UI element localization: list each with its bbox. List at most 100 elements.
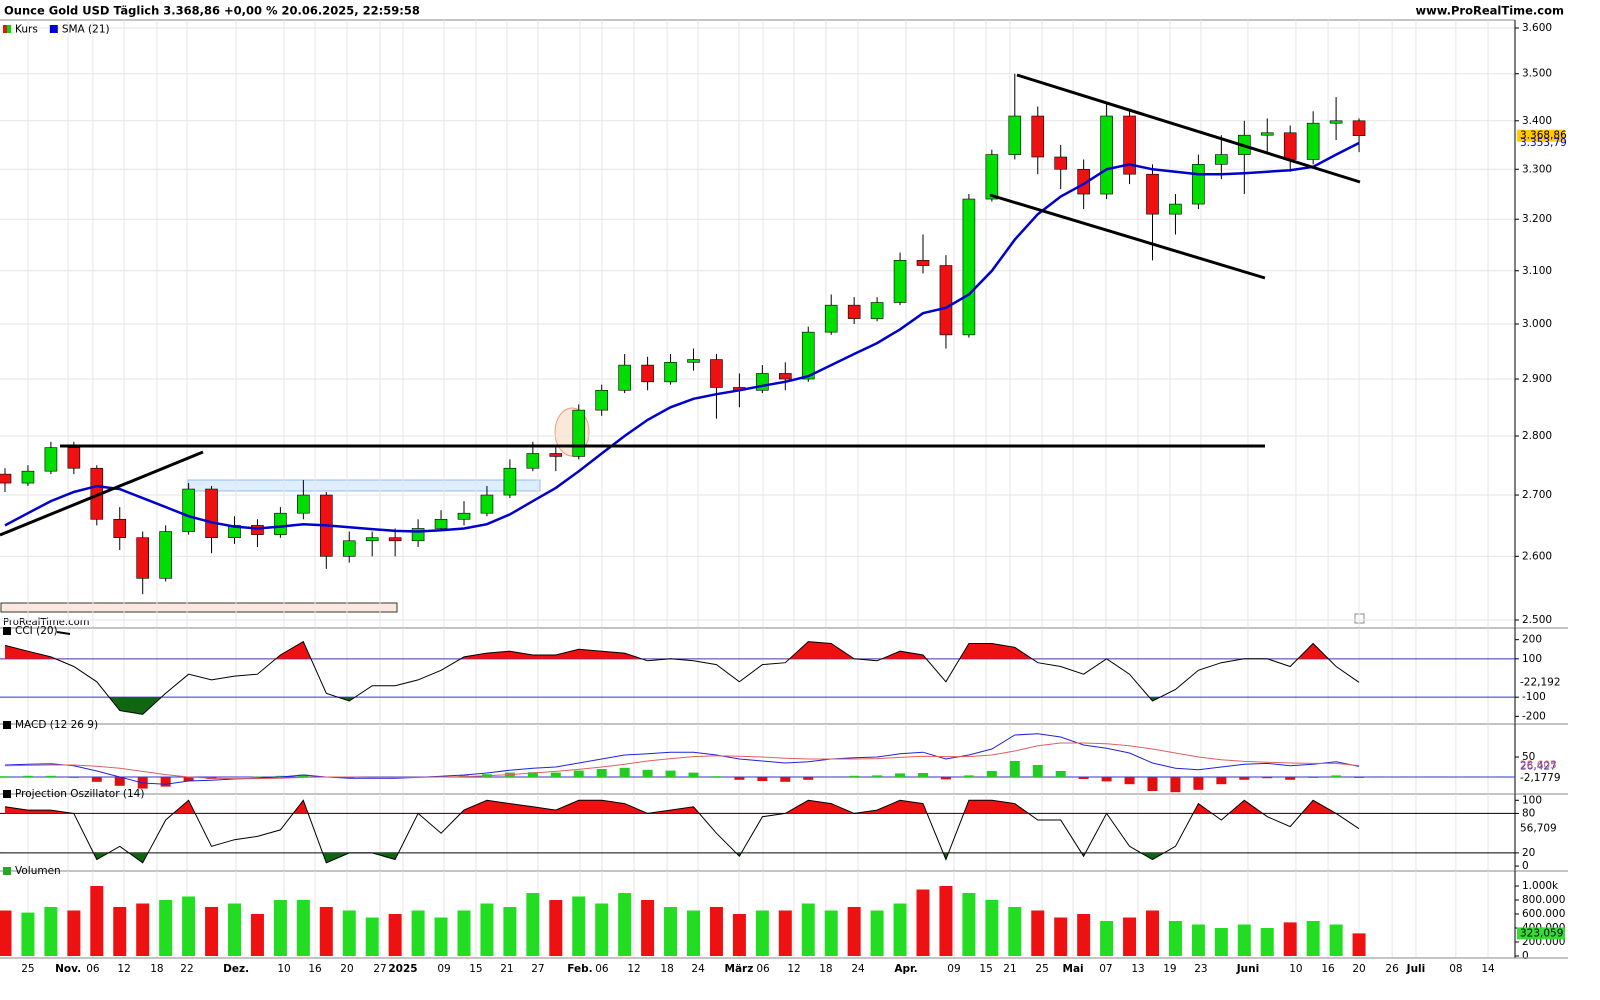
bar (457, 910, 471, 956)
x-tick-label: 20 (1352, 963, 1365, 975)
bar (687, 910, 700, 956)
panel-title: CCI (20) (15, 625, 58, 637)
bar (1285, 777, 1296, 780)
y-tick-label: 3.000 (1522, 318, 1552, 330)
candle-body (0, 473, 12, 484)
y-tick-label: 200 (1522, 634, 1542, 646)
bar (641, 900, 655, 956)
x-tick-label: 18 (150, 963, 163, 975)
candle-body (664, 362, 677, 383)
threshold-area (5, 697, 1360, 715)
x-tick-label: 24 (851, 963, 865, 975)
bar (296, 900, 310, 956)
bar (1168, 921, 1182, 956)
source: www.ProRealTime.com (1415, 4, 1564, 18)
value-label: 323,059 (1520, 927, 1563, 939)
chart-title: Ounce Gold USD Täglich 3.368,86 +0,00 % … (4, 4, 420, 18)
bar (1331, 775, 1342, 777)
bar (803, 777, 814, 780)
y-tick-label: 800.000 (1522, 894, 1565, 906)
bar (44, 907, 58, 956)
bar (732, 914, 746, 956)
bar (595, 903, 609, 956)
bar (572, 896, 586, 956)
x-tick-label: Feb. (567, 963, 592, 975)
y-tick-label: 100 (1522, 653, 1542, 665)
line (4, 799, 1360, 864)
candle-body (44, 447, 58, 472)
y-tick-label: 2.800 (1522, 430, 1552, 442)
x-tick-label: 09 (947, 963, 960, 975)
trendline (989, 193, 1266, 280)
candle-body (778, 373, 792, 380)
y-tick-label: 20 (1522, 847, 1535, 859)
bar (273, 900, 287, 956)
candle-body (434, 518, 448, 529)
value-label: 3.368,86 (1520, 130, 1567, 142)
bar (916, 889, 930, 956)
bar (434, 917, 448, 956)
bar (1216, 777, 1227, 785)
value-label-bg (1517, 927, 1565, 940)
candle-body (297, 494, 310, 514)
bar (1352, 933, 1366, 956)
x-tick-label: 14 (1481, 963, 1495, 975)
bar (801, 903, 815, 956)
bar (1262, 777, 1273, 779)
bar (549, 900, 563, 956)
y-tick-label: 3.100 (1522, 265, 1552, 277)
value-label-bg (1517, 129, 1565, 142)
bar (1191, 924, 1205, 956)
bar (985, 900, 999, 956)
bar (1306, 921, 1320, 956)
bar (1193, 777, 1204, 790)
panel: 200 100 -100 -200 CCI (20) -22,192 (0, 625, 1568, 725)
bar (1308, 777, 1319, 778)
bar (136, 903, 150, 956)
candle-body (618, 364, 631, 391)
bar (298, 774, 309, 777)
bar (527, 772, 538, 777)
candle-body (1008, 115, 1022, 155)
candle-body (1352, 120, 1366, 137)
bar (21, 912, 35, 956)
bar (1077, 914, 1091, 956)
x-tick-label: Apr. (894, 963, 917, 975)
bar (940, 777, 951, 780)
bar (1354, 777, 1365, 778)
bar (550, 772, 561, 777)
bar (824, 910, 838, 956)
x-tick-label: Juli (1406, 963, 1426, 975)
bar (847, 907, 861, 956)
x-tick-label: März (725, 963, 754, 975)
y-tick-label: -200 (1522, 710, 1546, 722)
candle-body (113, 518, 127, 538)
y-tick-label: 80 (1522, 807, 1535, 819)
candle-body (1306, 122, 1320, 160)
y-tick-label: 100 (1522, 794, 1542, 806)
candle-body (549, 453, 563, 457)
bar (1100, 921, 1114, 956)
x-tick-label: Nov. (55, 963, 81, 975)
candle-body (1169, 203, 1182, 215)
bar (1009, 761, 1020, 777)
x-tick-label: 10 (1289, 963, 1302, 975)
candle-body (893, 260, 907, 303)
x-tick-label: 27 (531, 963, 544, 975)
candle-body (205, 488, 218, 538)
candle-body (388, 537, 402, 542)
y-tick-label: 2.700 (1522, 489, 1552, 501)
support-box (0, 602, 398, 613)
bar (1170, 777, 1181, 793)
y-tick-label: 2.900 (1522, 373, 1552, 385)
y-tick-label: 3.200 (1522, 213, 1552, 225)
bar (963, 775, 974, 777)
bar (1329, 924, 1343, 956)
y-tick-label: 2.600 (1522, 550, 1552, 562)
trendlines (0, 73, 1361, 635)
candle-body (641, 364, 654, 383)
candle-body (1192, 164, 1205, 205)
candle-body (457, 512, 471, 520)
